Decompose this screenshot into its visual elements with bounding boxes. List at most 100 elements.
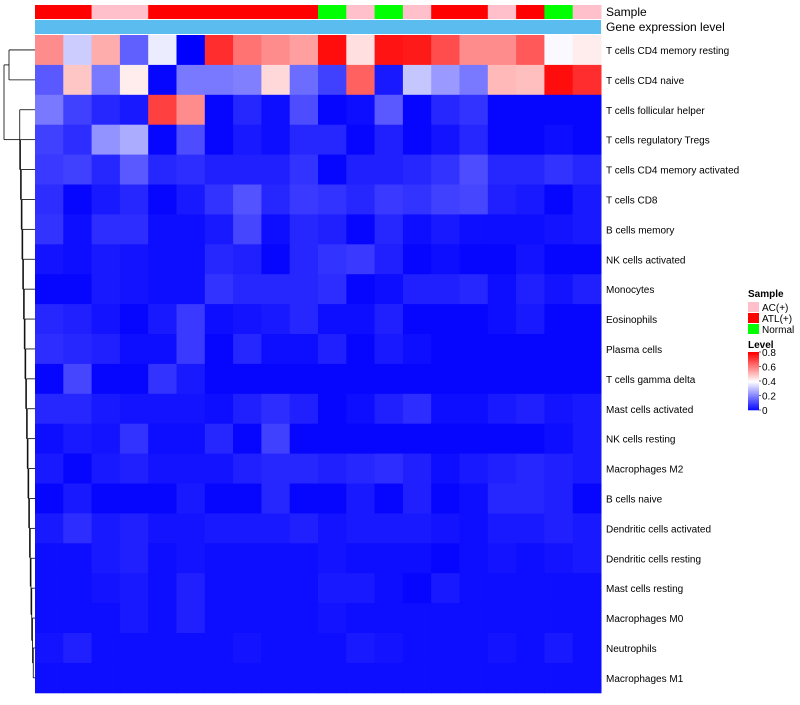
heatmap-cell <box>289 154 319 185</box>
heatmap-cell <box>459 543 489 574</box>
heatmap-cell <box>346 633 376 664</box>
heatmap-cell <box>459 363 489 395</box>
heatmap-cell <box>346 274 376 305</box>
row-label: NK cells activated <box>606 255 685 266</box>
row-label: Mast cells activated <box>606 405 693 416</box>
heatmap-cell <box>516 154 545 185</box>
heatmap-cell <box>148 334 177 365</box>
heatmap-cell <box>148 483 177 514</box>
heatmap-cell <box>572 94 602 126</box>
heatmap-cell <box>544 363 574 395</box>
heatmap-cell <box>572 35 602 66</box>
heatmap-cell <box>346 423 376 455</box>
heatmap-cell <box>487 543 517 574</box>
heatmap-cell <box>289 35 319 66</box>
heatmap-cell <box>374 64 404 96</box>
heatmap-cell <box>346 35 376 66</box>
heatmap-cell <box>459 513 489 544</box>
heatmap-cell <box>346 124 376 156</box>
sample-annotation-cell <box>346 5 376 19</box>
heatmap-cell <box>289 573 319 604</box>
heatmap-cell <box>91 513 121 544</box>
row-dendrogram <box>3 49 35 679</box>
heatmap-cell <box>35 633 64 664</box>
heatmap-cell <box>544 633 574 664</box>
heatmap-cell <box>233 94 262 126</box>
heatmap-cell <box>119 393 149 425</box>
heatmap-cell <box>572 363 602 395</box>
heatmap-cell <box>148 154 177 185</box>
heatmap-cell <box>318 363 347 395</box>
heatmap-cell <box>318 35 347 66</box>
sample-annotation-cell <box>318 5 347 19</box>
heatmap-cell <box>176 184 206 215</box>
heatmap-cell <box>63 35 93 66</box>
heatmap-cell <box>572 662 602 694</box>
level-colorbar-segment <box>748 376 759 379</box>
heatmap-cell <box>261 64 291 96</box>
row-label: Dendritic cells resting <box>606 554 701 565</box>
heatmap-cell <box>35 423 64 455</box>
level-colorbar-segment <box>748 394 759 396</box>
heatmap-cell <box>318 154 347 185</box>
row-label: Eosinophils <box>606 315 657 326</box>
heatmap-cell <box>459 633 489 664</box>
sample-annotation-cell <box>91 5 121 19</box>
sample-annotation-cell <box>402 5 432 19</box>
sample-annotation-label: Sample <box>606 5 647 19</box>
heatmap-cell <box>119 35 149 66</box>
heatmap-cell <box>289 214 319 245</box>
level-colorbar-segment <box>748 375 759 377</box>
heatmap-cell <box>318 94 347 126</box>
heatmap-cell <box>431 393 460 425</box>
heatmap-cell <box>176 35 206 66</box>
heatmap-cell <box>148 274 177 305</box>
heatmap-cell <box>35 483 64 514</box>
heatmap-cell <box>91 244 121 275</box>
heatmap-cell <box>63 453 93 484</box>
heatmap-cell <box>346 393 376 425</box>
heatmap-cell <box>176 94 206 126</box>
sample-legend-label: Normal <box>762 325 794 336</box>
sample-annotation-cell <box>204 5 234 19</box>
heatmap-cell <box>91 214 121 245</box>
sample-annotation-cell <box>261 5 291 19</box>
heatmap-cell <box>572 64 602 96</box>
level-colorbar-segment <box>748 360 759 363</box>
row-label: T cells regulatory Tregs <box>606 136 710 147</box>
heatmap-cell <box>261 573 291 604</box>
heatmap-cell <box>516 543 545 574</box>
row-label: Neutrophils <box>606 644 657 655</box>
heatmap-cell <box>119 184 149 215</box>
heatmap-cell <box>204 154 234 185</box>
heatmap-cell <box>318 573 347 604</box>
heatmap-cell <box>35 453 64 484</box>
level-colorbar-segment <box>748 363 759 366</box>
row-label: T cells follicular helper <box>606 106 705 117</box>
heatmap-cell <box>233 35 262 66</box>
heatmap-cell <box>402 543 432 574</box>
sample-annotation-cell <box>35 5 64 19</box>
heatmap-cell <box>487 35 517 66</box>
heatmap-cell <box>402 573 432 604</box>
row-label: Macrophages M2 <box>606 465 684 476</box>
heatmap-cell <box>459 453 489 484</box>
heatmap-cell <box>431 453 460 484</box>
row-label: T cells CD8 <box>606 195 658 206</box>
heatmap-cell <box>459 244 489 275</box>
heatmap-cell <box>346 363 376 395</box>
heatmap-cell <box>572 633 602 664</box>
level-colorbar-segment <box>748 386 759 389</box>
sample-annotation-bar <box>35 5 602 19</box>
heatmap-cell <box>402 35 432 66</box>
heatmap-cell <box>431 543 460 574</box>
heatmap-cell <box>176 573 206 604</box>
heatmap-cell <box>148 603 177 634</box>
heatmap-cell <box>516 633 545 664</box>
heatmap-cell <box>119 304 149 335</box>
sample-annotation-cell <box>119 5 149 19</box>
heatmap-cell <box>119 513 149 544</box>
heatmap-cell <box>487 184 517 215</box>
heatmap-cell <box>544 513 574 544</box>
heatmap-cell <box>516 603 545 634</box>
